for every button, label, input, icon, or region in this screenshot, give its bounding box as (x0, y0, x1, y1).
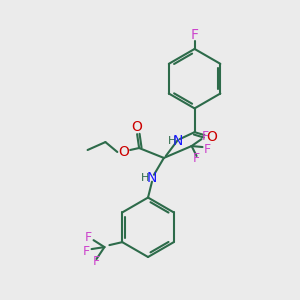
Text: F: F (190, 28, 199, 42)
Text: N: N (147, 171, 157, 185)
Text: F: F (204, 142, 211, 155)
Text: H: H (168, 136, 176, 146)
Text: H: H (141, 173, 149, 183)
Text: F: F (83, 244, 90, 258)
Text: O: O (118, 145, 129, 159)
Text: O: O (132, 120, 142, 134)
Text: F: F (193, 152, 200, 165)
Text: F: F (93, 256, 100, 268)
Text: O: O (206, 130, 217, 144)
Text: N: N (172, 134, 183, 148)
Text: F: F (202, 130, 209, 142)
Text: F: F (85, 231, 92, 244)
